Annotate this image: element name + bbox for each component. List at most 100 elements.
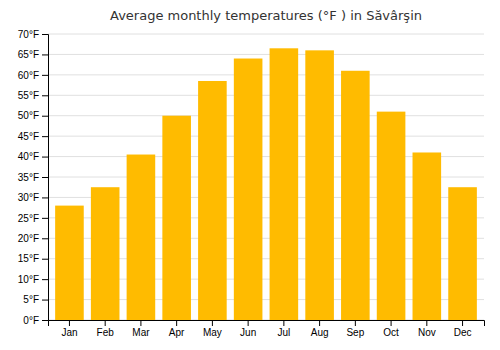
x-tick: Aug — [311, 320, 329, 338]
x-tick-label: Jun — [240, 327, 256, 338]
x-tick: Jul — [277, 320, 290, 338]
chart-svg: 0°F 5°F 10°F 15°F 20°F 25°F 30°F 35°F 40°F 45°F 50… — [0, 0, 500, 350]
y-tick-mark — [42, 320, 48, 321]
y-axis-line — [42, 35, 49, 321]
x-tick: Apr — [169, 320, 185, 338]
bar — [305, 50, 334, 320]
x-tick: May — [203, 320, 222, 338]
x-tick-mark — [391, 320, 392, 326]
x-tick: Nov — [418, 320, 436, 338]
grid — [48, 34, 484, 320]
y-tick: 70°F — [18, 29, 48, 40]
bar — [341, 71, 370, 320]
y-tick: 10°F — [18, 274, 48, 285]
y-tick-mark — [42, 259, 48, 260]
x-tick-mark — [212, 320, 213, 326]
x-tick-label: Nov — [418, 327, 436, 338]
y-tick: 40°F — [18, 151, 48, 162]
y-tick-label: 15°F — [18, 253, 39, 264]
x-tick: Jan — [61, 320, 77, 338]
grid-line — [48, 54, 484, 55]
y-tick: 65°F — [18, 49, 48, 60]
x-tick: Mar — [132, 320, 150, 338]
bar — [234, 59, 263, 320]
y-tick-label: 20°F — [18, 233, 39, 244]
y-tick-mark — [42, 177, 48, 178]
x-tick-label: Feb — [97, 327, 115, 338]
y-tick-label: 60°F — [18, 70, 39, 81]
x-tick-label: Aug — [311, 327, 329, 338]
x-axis: Jan Feb Mar Apr May Jun Jul Aug Sep Oct Nov Dec — [49, 320, 485, 338]
y-tick: 25°F — [18, 213, 48, 224]
x-tick-mark — [105, 320, 106, 326]
chart-container: 0°F 5°F 10°F 15°F 20°F 25°F 30°F 35°F 40°F 45°F 50… — [0, 0, 500, 350]
bar — [91, 187, 120, 320]
title: Average monthly temperatures (°F ) in Să… — [110, 8, 422, 23]
x-axis-line — [49, 321, 485, 327]
bar — [413, 152, 442, 320]
y-tick-mark — [42, 218, 48, 219]
y-tick-label: 35°F — [18, 172, 39, 183]
y-tick: 30°F — [18, 192, 48, 203]
y-tick-mark — [42, 238, 48, 239]
grid-line — [48, 115, 484, 116]
y-tick-mark — [42, 116, 48, 117]
y-axis: 0°F 5°F 10°F 15°F 20°F 25°F 30°F 35°F 40°F 45°F 50… — [18, 29, 49, 326]
y-tick-label: 40°F — [18, 151, 39, 162]
x-tick: Feb — [97, 320, 115, 338]
y-tick-mark — [42, 54, 48, 55]
x-tick-mark — [462, 320, 463, 326]
y-tick: 55°F — [18, 90, 48, 101]
x-tick-mark — [248, 320, 249, 326]
y-tick-mark — [42, 157, 48, 158]
y-tick-label: 10°F — [18, 274, 39, 285]
x-tick-mark — [426, 320, 427, 326]
x-tick-label: Apr — [169, 327, 185, 338]
x-tick-mark — [69, 320, 70, 326]
y-tick-label: 55°F — [18, 90, 39, 101]
x-tick: Dec — [454, 320, 472, 338]
y-tick-mark — [42, 95, 48, 96]
bar — [448, 187, 477, 320]
x-tick-label: Sep — [346, 327, 364, 338]
y-tick-label: 50°F — [18, 110, 39, 121]
x-tick-label: Oct — [383, 327, 399, 338]
y-tick: 0°F — [23, 315, 48, 326]
y-tick: 20°F — [18, 233, 48, 244]
y-tick: 5°F — [23, 294, 48, 305]
y-tick-mark — [42, 197, 48, 198]
y-tick: 50°F — [18, 110, 48, 121]
bar — [270, 48, 299, 320]
y-tick-mark — [42, 136, 48, 137]
bar — [55, 206, 84, 320]
x-tick: Sep — [346, 320, 364, 338]
x-tick-mark — [355, 320, 356, 326]
y-tick-label: 0°F — [23, 315, 39, 326]
x-tick-label: Dec — [454, 327, 472, 338]
x-tick-label: Mar — [132, 327, 150, 338]
x-tick-mark — [283, 320, 284, 326]
x-tick-label: Jan — [61, 327, 77, 338]
y-tick: 15°F — [18, 253, 48, 264]
x-tick-label: Jul — [277, 327, 290, 338]
grid-line — [48, 95, 484, 96]
y-tick-mark — [42, 34, 48, 35]
x-tick-mark — [176, 320, 177, 326]
plot: 0°F 5°F 10°F 15°F 20°F 25°F 30°F 35°F 40°F 45°F 50… — [18, 29, 485, 338]
grid-line — [48, 74, 484, 75]
x-tick: Jun — [240, 320, 256, 338]
y-tick-mark — [42, 279, 48, 280]
grid-line — [48, 136, 484, 137]
y-tick: 45°F — [18, 131, 48, 142]
x-tick-mark — [319, 320, 320, 326]
y-tick: 60°F — [18, 70, 48, 81]
y-tick-label: 65°F — [18, 49, 39, 60]
y-tick-label: 45°F — [18, 131, 39, 142]
bars — [55, 48, 477, 320]
y-tick-mark — [42, 75, 48, 76]
y-tick-label: 70°F — [18, 29, 39, 40]
y-tick: 35°F — [18, 172, 48, 183]
x-tick-mark — [140, 320, 141, 326]
grid-line — [48, 34, 484, 35]
y-tick-mark — [42, 300, 48, 301]
